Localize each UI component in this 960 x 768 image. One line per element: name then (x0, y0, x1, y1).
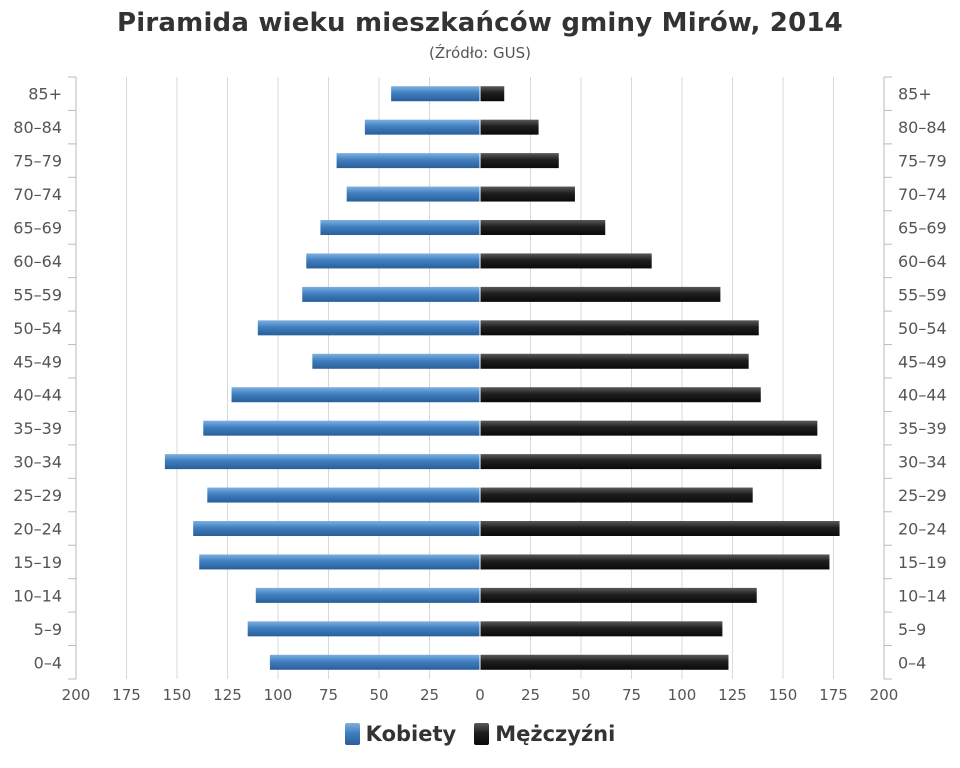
age-label-left: 50–54 (13, 319, 62, 338)
age-label-right: 60–64 (898, 252, 947, 271)
bar-female[interactable] (320, 220, 480, 235)
bar-female[interactable] (193, 521, 480, 536)
legend-label-male: Mężczyźni (495, 722, 616, 746)
legend-label-female: Kobiety (365, 722, 457, 746)
age-label-right: 70–74 (898, 185, 947, 204)
bar-female[interactable] (364, 119, 480, 135)
bar-male[interactable] (480, 487, 753, 503)
bar-male[interactable] (480, 387, 761, 403)
x-tick-label: 25 (420, 686, 439, 704)
x-tick-label: 50 (571, 686, 590, 704)
chart-legend: Kobiety Mężczyźni (0, 722, 960, 746)
bar-male[interactable] (480, 554, 830, 570)
age-label-right: 65–69 (898, 219, 947, 238)
age-label-left: 60–64 (13, 252, 62, 271)
age-label-left: 35–39 (13, 419, 62, 438)
bar-male[interactable] (480, 320, 759, 336)
age-label-right: 15–19 (898, 553, 947, 572)
age-label-right: 75–79 (898, 152, 947, 171)
age-label-left: 85+ (28, 85, 62, 104)
x-tick-label: 75 (622, 686, 641, 704)
chart-title: Piramida wieku mieszkańców gminy Mirów, … (117, 8, 843, 38)
bar-male[interactable] (480, 353, 749, 369)
age-label-left: 5–9 (34, 620, 62, 639)
bar-male[interactable] (480, 521, 840, 536)
bar-female[interactable] (164, 454, 480, 470)
bar-male[interactable] (480, 654, 729, 670)
age-label-right: 0–4 (898, 653, 926, 672)
age-label-left: 40–44 (13, 386, 62, 405)
legend-item-male[interactable]: Mężczyźni (474, 722, 615, 746)
bar-female[interactable] (255, 587, 480, 603)
x-tick-label: 175 (819, 686, 848, 704)
age-label-right: 35–39 (898, 419, 947, 438)
x-tick-label: 100 (264, 686, 293, 704)
legend-swatch-male (474, 723, 490, 745)
x-tick-label: 150 (769, 686, 798, 704)
age-label-right: 30–34 (898, 453, 947, 472)
x-tick-label: 175 (112, 686, 141, 704)
x-tick-label: 0 (475, 686, 485, 704)
bar-female[interactable] (312, 353, 480, 369)
bar-female[interactable] (207, 487, 481, 503)
pyramid-chart: 200 175 150 125 100 75 50 25 0 25 50 75 100 125 150 175… (13, 76, 947, 704)
age-label-right: 20–24 (898, 520, 947, 539)
age-label-left: 80–84 (13, 118, 62, 137)
age-label-left: 10–14 (13, 586, 62, 605)
age-label-left: 65–69 (13, 219, 62, 238)
age-label-right: 40–44 (898, 386, 947, 405)
bar-male[interactable] (480, 454, 822, 470)
legend-swatch-female (344, 723, 360, 745)
bar-female[interactable] (231, 387, 480, 403)
age-label-left: 0–4 (34, 653, 62, 672)
x-tick-label: 150 (163, 686, 192, 704)
bar-male[interactable] (480, 186, 575, 202)
age-label-left: 25–29 (13, 486, 62, 505)
legend-item-female[interactable]: Kobiety (344, 722, 457, 746)
x-tick-label: 200 (870, 686, 899, 704)
x-tick-label: 125 (718, 686, 747, 704)
x-tick-label: 125 (213, 686, 242, 704)
bar-female[interactable] (391, 86, 480, 102)
age-label-left: 55–59 (13, 285, 62, 304)
bar-female[interactable] (302, 286, 480, 302)
chart-subtitle: (Źródło: GUS) (429, 44, 531, 62)
x-tick-label: 100 (668, 686, 697, 704)
age-label-left: 20–24 (13, 520, 62, 539)
age-label-right: 55–59 (898, 285, 947, 304)
bar-male[interactable] (480, 286, 721, 302)
bar-female[interactable] (269, 654, 480, 670)
bar-female[interactable] (199, 554, 480, 570)
age-label-left: 30–34 (13, 453, 62, 472)
age-label-left: 45–49 (13, 352, 62, 371)
bar-female[interactable] (203, 420, 480, 436)
age-label-right: 85+ (898, 85, 932, 104)
x-tick-label: 200 (62, 686, 91, 704)
bar-male[interactable] (480, 420, 818, 436)
bar-female[interactable] (247, 621, 480, 637)
bar-male[interactable] (480, 253, 652, 269)
age-label-right: 50–54 (898, 319, 947, 338)
age-label-right: 45–49 (898, 352, 947, 371)
age-label-right: 5–9 (898, 620, 926, 639)
age-label-left: 75–79 (13, 152, 62, 171)
bar-male[interactable] (480, 119, 539, 135)
bar-male[interactable] (480, 587, 757, 603)
bar-female[interactable] (346, 186, 480, 202)
bar-male[interactable] (480, 86, 505, 102)
age-label-right: 80–84 (898, 118, 947, 137)
bar-male[interactable] (480, 153, 559, 169)
x-tick-label: 50 (369, 686, 388, 704)
age-label-left: 15–19 (13, 553, 62, 572)
bar-male[interactable] (480, 621, 723, 637)
bar-male[interactable] (480, 220, 606, 235)
x-tick-label: 75 (319, 686, 338, 704)
bar-female[interactable] (257, 320, 480, 336)
age-label-right: 10–14 (898, 586, 947, 605)
bar-female[interactable] (306, 253, 480, 269)
bar-female[interactable] (336, 153, 480, 169)
age-label-right: 25–29 (898, 486, 947, 505)
x-tick-label: 25 (521, 686, 540, 704)
age-label-left: 70–74 (13, 185, 62, 204)
